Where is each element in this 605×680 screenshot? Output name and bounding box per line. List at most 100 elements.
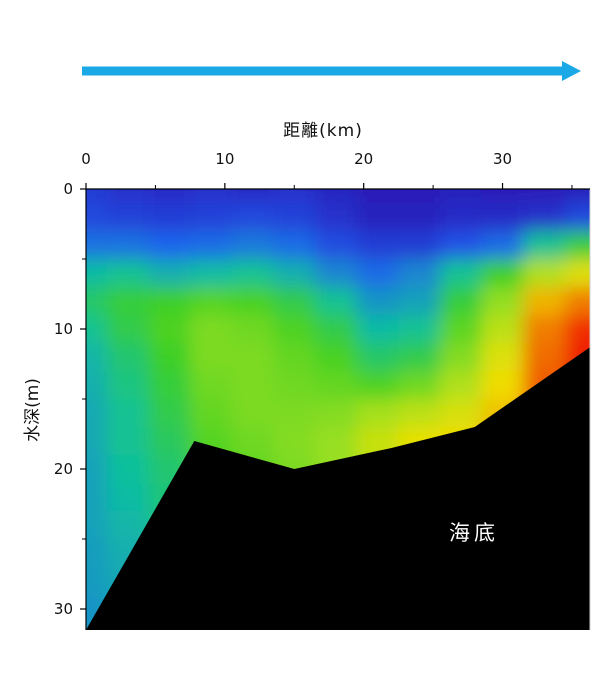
heatmap-cell xyxy=(273,343,317,372)
heatmap-cell xyxy=(356,189,400,204)
heatmap-cell xyxy=(523,287,567,316)
y-tick-label: 0 xyxy=(63,180,73,198)
heatmap-cell xyxy=(440,231,483,260)
heatmap-cell xyxy=(481,231,525,260)
heatmap-cell xyxy=(398,315,442,344)
heatmap-cell xyxy=(106,315,150,344)
heatmap-cell xyxy=(190,399,233,428)
heatmap-cell xyxy=(273,371,317,400)
heatmap-cell xyxy=(190,287,233,316)
heatmap-cell xyxy=(315,399,358,428)
heatmap-cell xyxy=(481,287,525,316)
heatmap-cell xyxy=(231,287,275,316)
heatmap-cell xyxy=(315,259,358,288)
heatmap-cell xyxy=(523,203,567,232)
heatmap-cell xyxy=(481,259,525,288)
heatmap-cell xyxy=(86,287,108,316)
heatmap-cell xyxy=(106,399,150,428)
heatmap-cell xyxy=(481,371,525,400)
heatmap-cell xyxy=(273,287,317,316)
heatmap-cell xyxy=(398,399,442,428)
heatmap-cell xyxy=(231,231,275,260)
heatmap-cell xyxy=(231,343,275,372)
heatmap-cell xyxy=(398,371,442,400)
heatmap-cell xyxy=(106,455,150,484)
heatmap-cell xyxy=(356,259,400,288)
heatmap-cell xyxy=(86,203,108,232)
direction-arrow xyxy=(82,61,581,81)
heatmap-cell xyxy=(86,399,108,428)
heatmap-cell xyxy=(565,189,590,204)
x-ticks: 0 10 20 30 xyxy=(81,150,573,189)
heatmap-cell xyxy=(106,483,150,512)
heatmap-cell xyxy=(440,399,483,428)
heatmap-cell xyxy=(273,259,317,288)
heatmap-cell xyxy=(106,259,150,288)
heatmap-cell xyxy=(315,343,358,372)
x-tick-label: 0 xyxy=(81,150,91,168)
heatmap-cell xyxy=(398,287,442,316)
heatmap-cell xyxy=(86,343,108,372)
heatmap-cell xyxy=(86,259,108,288)
heatmap-cell xyxy=(106,287,150,316)
heatmap-cell xyxy=(106,343,150,372)
heatmap-cell xyxy=(148,315,192,344)
heatmap-cell xyxy=(86,231,108,260)
heatmap-cell xyxy=(231,427,275,456)
heatmap-cell xyxy=(440,343,483,372)
x-tick-label: 10 xyxy=(215,150,234,168)
heatmap-cell xyxy=(86,455,108,484)
heatmap-cell xyxy=(273,315,317,344)
heatmap-cell xyxy=(273,399,317,428)
heatmap-cell xyxy=(565,287,590,316)
heatmap-cell xyxy=(398,259,442,288)
heatmap-cell xyxy=(273,189,317,204)
y-axis-title: 水深(m) xyxy=(23,378,43,442)
heatmap-cell xyxy=(86,511,108,540)
x-tick-label: 20 xyxy=(354,150,373,168)
heatmap-cell xyxy=(190,189,233,204)
heatmap-cell xyxy=(565,315,590,344)
heatmap-cell xyxy=(231,203,275,232)
heatmap-cell xyxy=(148,371,192,400)
seabed-polygon xyxy=(86,347,590,630)
heatmap-cell xyxy=(440,203,483,232)
heatmap-cell xyxy=(440,259,483,288)
seabed-label: 海底 xyxy=(449,521,499,545)
x-tick-label: 30 xyxy=(493,150,512,168)
heatmap-cell xyxy=(440,287,483,316)
heatmap-cell xyxy=(86,315,108,344)
heatmap-cell xyxy=(273,231,317,260)
heatmap-cell xyxy=(523,315,567,344)
plot-area xyxy=(86,189,591,630)
heatmap-cell xyxy=(565,259,590,288)
heatmap-cell xyxy=(190,259,233,288)
heatmap-cell xyxy=(231,315,275,344)
heatmap-cell xyxy=(190,231,233,260)
heatmap-cell xyxy=(398,189,442,204)
heatmap-cell xyxy=(356,343,400,372)
y-tick-label: 20 xyxy=(54,460,73,478)
heatmap-cell xyxy=(190,315,233,344)
heatmap-cell xyxy=(398,231,442,260)
heatmap-cell xyxy=(148,259,192,288)
heatmap-cell xyxy=(315,287,358,316)
heatmap-cell xyxy=(523,231,567,260)
heatmap-cell xyxy=(356,231,400,260)
heatmap-cell xyxy=(148,427,192,456)
heatmap-cell xyxy=(86,567,108,596)
heatmap-cell xyxy=(481,203,525,232)
heatmap-cell xyxy=(398,203,442,232)
heatmap-cell xyxy=(86,427,108,456)
heatmap-cell xyxy=(315,203,358,232)
heatmap-cell xyxy=(231,259,275,288)
heatmap-cell xyxy=(106,189,150,204)
heatmap-cell xyxy=(86,371,108,400)
heatmap-cell xyxy=(106,371,150,400)
y-tick-label: 30 xyxy=(54,600,73,618)
heatmap-cell xyxy=(148,231,192,260)
heatmap-cell xyxy=(523,343,567,372)
heatmap-cell xyxy=(273,427,317,456)
heatmap-cell xyxy=(231,399,275,428)
